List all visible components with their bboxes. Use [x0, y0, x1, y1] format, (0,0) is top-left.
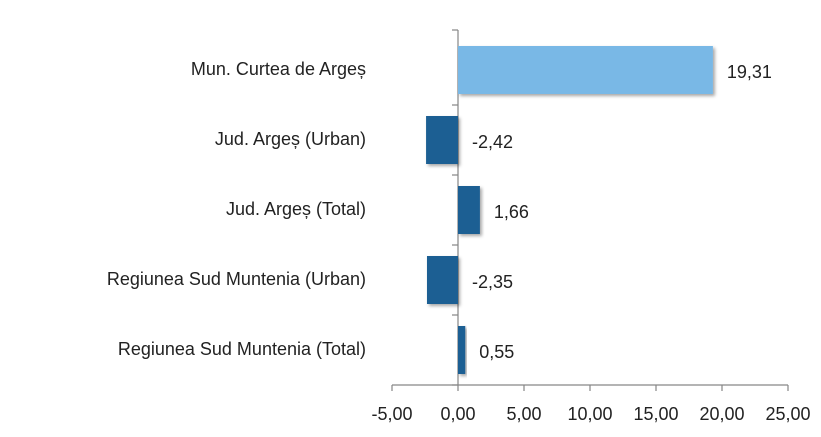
value-label: -2,42 [472, 132, 513, 152]
x-tick-label: -5,00 [371, 404, 412, 424]
y-tick-label: Jud. Argeș (Total) [226, 199, 366, 219]
value-label: 0,55 [479, 342, 514, 362]
bar [426, 116, 458, 164]
value-label: 19,31 [727, 62, 772, 82]
x-tick-label: 20,00 [699, 404, 744, 424]
bar [458, 326, 466, 374]
bar [426, 256, 458, 304]
x-tick-label: 0,00 [440, 404, 475, 424]
x-tick-label: 10,00 [567, 404, 612, 424]
y-tick-label: Regiunea Sud Muntenia (Urban) [107, 269, 366, 289]
x-tick-label: 25,00 [765, 404, 810, 424]
bar [458, 186, 480, 234]
value-label: 1,66 [494, 202, 529, 222]
y-tick-label: Jud. Argeș (Urban) [215, 129, 366, 149]
value-label: -2,35 [472, 272, 513, 292]
bar [458, 46, 713, 94]
x-tick-label: 5,00 [506, 404, 541, 424]
x-tick-label: 15,00 [633, 404, 678, 424]
y-tick-label: Mun. Curtea de Argeș [191, 59, 366, 79]
y-tick-label: Regiunea Sud Muntenia (Total) [118, 339, 366, 359]
